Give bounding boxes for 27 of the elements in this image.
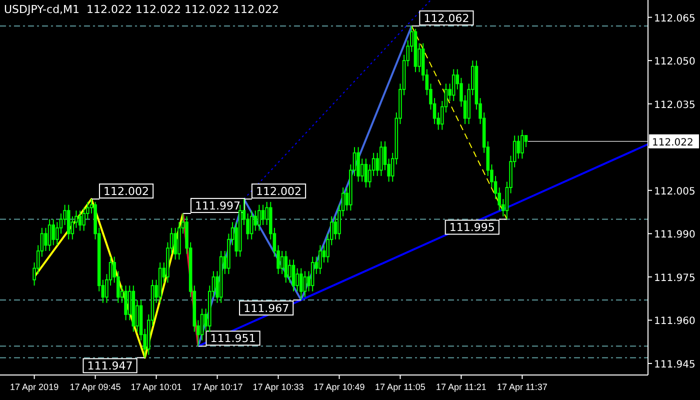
x-tick-label: 17 Apr 11:37 (497, 382, 548, 392)
x-tick-label: 17 Apr 09:45 (70, 382, 121, 392)
x-tick-label: 17 Apr 10:33 (252, 382, 304, 392)
y-tick-label: 112.065 (654, 13, 696, 24)
y-tick-label: 111.945 (654, 359, 696, 370)
annotation: 111.951 (210, 332, 256, 346)
chart-title: USDJPY-cd,M1 112.022 112.022 112.022 112.022 (4, 3, 279, 16)
annotation: 111.947 (87, 360, 133, 373)
x-tick-label: 17 Apr 11:05 (375, 382, 426, 392)
annotation: 112.002 (104, 185, 150, 198)
y-tick-label: 111.960 (654, 316, 696, 328)
ref-line-label: 112.022 (652, 137, 694, 148)
y-tick-label: 112.005 (654, 186, 696, 198)
annotation: 111.995 (449, 221, 495, 234)
annotation: 112.002 (256, 185, 302, 198)
x-tick-label: 17 Apr 10:49 (314, 382, 365, 392)
x-tick-label: 17 Apr 11:21 (436, 382, 486, 392)
annotation: 111.967 (244, 302, 290, 315)
annotation: 112.062 (424, 12, 470, 25)
y-tick-label: 112.050 (654, 56, 696, 68)
x-tick-label: 17 Apr 2019 (10, 382, 59, 392)
annotation: 111.997 (195, 199, 241, 212)
y-tick-label: 112.035 (654, 100, 696, 111)
x-tick-label: 17 Apr 10:17 (192, 382, 243, 392)
x-tick-label: 17 Apr 10:01 (130, 382, 182, 392)
y-tick-label: 111.975 (654, 272, 696, 284)
y-tick-label: 111.990 (654, 230, 696, 241)
